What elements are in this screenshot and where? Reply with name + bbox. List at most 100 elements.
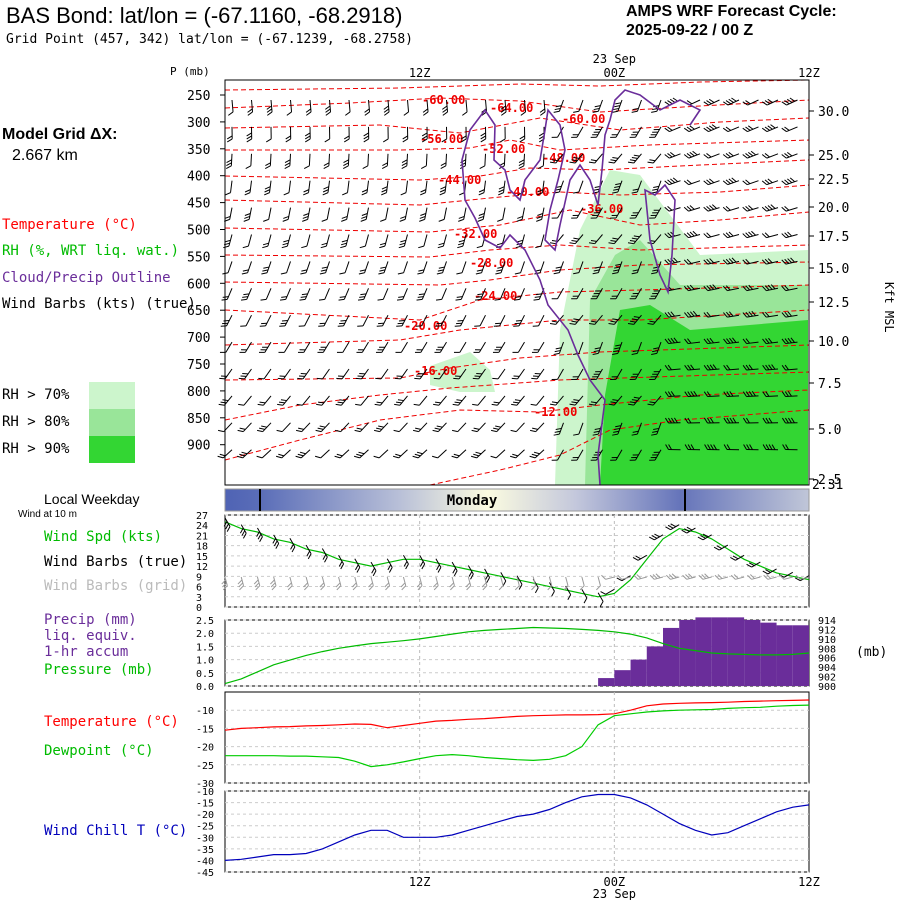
wind-barb-feather	[569, 403, 576, 406]
wind-barb-staff	[746, 395, 759, 398]
wind-barb-feather	[494, 349, 501, 351]
wind-barb-feather	[256, 531, 260, 537]
wind-barb-feather	[652, 212, 659, 214]
wind-barb-feather	[441, 138, 447, 143]
wind-barb	[633, 574, 647, 580]
wind-barb-feather	[608, 322, 615, 325]
wind-barb-feather	[481, 582, 487, 588]
wind-barb-staff	[403, 555, 409, 565]
height-tick-label: 15.0	[818, 262, 849, 277]
wind-barb-staff	[707, 180, 720, 186]
wind-barb-feather	[649, 217, 656, 219]
wind-barb-staff	[708, 126, 720, 133]
wind-barb	[413, 422, 428, 433]
wind-barb	[316, 395, 330, 406]
y-tick-label: 21	[196, 531, 208, 542]
bottom-time-tick-label: 12Z	[798, 875, 820, 889]
wind-barb-staff	[321, 548, 328, 558]
wind-barb-feather	[761, 127, 768, 132]
wind-barb-feather	[302, 215, 309, 219]
wind-barb-feather	[493, 401, 500, 404]
model-grid-value: 2.667 km	[12, 147, 78, 164]
wind-barb	[220, 314, 233, 327]
wind-barb-feather	[670, 391, 675, 397]
wind-barb-feather	[298, 375, 305, 377]
wind-barb-staff	[576, 288, 584, 299]
wind-barb-feather	[692, 150, 698, 156]
wind-barb-feather	[264, 189, 271, 193]
wind-barb-staff	[262, 422, 272, 432]
y-tick-label: 27	[196, 511, 208, 522]
wind-barb-feather	[664, 127, 670, 132]
wind-barb	[297, 341, 311, 353]
wind-barb-feather	[225, 523, 229, 530]
wind-barb-feather	[340, 563, 344, 570]
wind-barb	[723, 364, 740, 371]
wind-barb-feather	[473, 351, 480, 353]
wind-barb-feather	[732, 337, 737, 343]
wind-barb-staff	[548, 576, 553, 586]
wind-barb-feather	[419, 215, 426, 219]
y-tick-label: -10	[196, 706, 214, 717]
wind-barb	[260, 288, 272, 301]
wind-barb-feather	[379, 269, 386, 272]
wind-barb	[723, 417, 740, 424]
wind-barb	[573, 261, 584, 275]
wind-barb-staff	[368, 99, 371, 112]
wind-barb-feather	[238, 377, 245, 380]
wind-barb-feather	[613, 188, 620, 191]
wind-barb	[383, 99, 390, 116]
wind-barb-feather	[612, 156, 619, 159]
wind-barb-feather	[709, 258, 715, 264]
wind-barb	[781, 97, 798, 106]
wind-barb	[762, 417, 779, 424]
wind-barb-staff	[341, 395, 350, 406]
wind-barb-feather	[319, 425, 326, 428]
wind-barb-feather	[784, 205, 790, 211]
wind-barb-staff	[484, 153, 486, 166]
wind-barb	[403, 99, 410, 116]
wind-barb	[261, 261, 272, 275]
wind-barb-feather	[762, 101, 768, 106]
wind-barb-feather	[592, 376, 599, 378]
wind-barb	[536, 207, 545, 222]
wind-barb	[514, 576, 520, 591]
legend-temperature: Temperature (°C)	[2, 217, 137, 233]
wind-barb-feather	[600, 591, 606, 595]
wind-barb-feather	[764, 232, 770, 238]
wind-barb-feather	[277, 403, 284, 406]
wind-barb-feather	[480, 135, 486, 140]
wind-barb-staff	[687, 395, 701, 398]
wind-barb-feather	[321, 218, 328, 222]
wind-barb	[219, 368, 233, 380]
wind-barb-feather	[530, 403, 537, 406]
wind-barb-feather	[537, 192, 543, 196]
isotherm-label: -16.00	[414, 364, 457, 378]
wind-barb-feather	[784, 338, 789, 344]
wind-barb	[596, 576, 601, 591]
wind-barb-staff	[283, 341, 291, 353]
wind-barb-feather	[267, 111, 273, 116]
wind-barb-staff	[497, 368, 506, 380]
wind-barb	[301, 234, 311, 249]
wind-barb-staff	[245, 314, 252, 327]
wind-barb	[588, 153, 603, 164]
wind-barb-staff	[637, 554, 648, 561]
wind-barb-feather	[652, 454, 659, 456]
top-time-tick-label: 00Z	[603, 66, 625, 80]
pressure-tick-label: 900	[187, 439, 210, 454]
wind-barb-feather	[241, 272, 248, 275]
wind-barb-feather	[304, 138, 311, 143]
wind-barb-staff	[257, 527, 263, 537]
wind-barb-feather	[784, 126, 790, 131]
wind-barb-feather	[706, 232, 712, 238]
y-tick-label: 6	[196, 583, 202, 594]
wind-barb-feather	[357, 298, 364, 301]
wind-barb-feather	[790, 257, 795, 263]
wind-barb-staff	[463, 207, 467, 220]
wind-speed-legend: Wind Spd (kts)	[44, 529, 163, 545]
wind-barb-staff	[515, 422, 525, 432]
wind-barb-feather	[652, 373, 659, 375]
wind-barb-feather	[380, 218, 386, 222]
wind-barb-feather	[549, 161, 556, 164]
